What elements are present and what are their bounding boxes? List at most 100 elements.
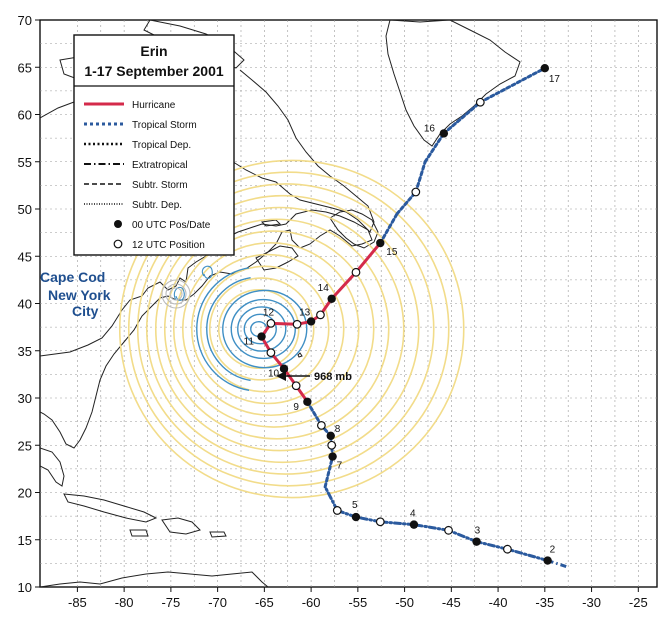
position-12utc: [444, 525, 453, 535]
position-00utc: [257, 332, 266, 341]
lon-tick-label: -70: [208, 595, 227, 610]
lat-tick-label: 20: [18, 486, 32, 501]
track-segment-tropical-storm: [305, 400, 323, 427]
track-segment-tropical-storm: [478, 66, 547, 104]
lon-tick-label: -40: [489, 595, 508, 610]
south-america-coast: [40, 571, 269, 587]
nova-scotia: [255, 245, 299, 271]
position-12utc: [332, 506, 342, 515]
track-segment-tropical: [378, 520, 416, 527]
position-00utc: [472, 537, 481, 546]
position-00utc: [439, 129, 449, 138]
swell-ring-blue: [222, 289, 308, 369]
swell-ring-yellow: [163, 218, 390, 440]
day-label: 4: [410, 509, 416, 520]
position-00utc: [540, 63, 550, 73]
cape-cod-label: Cape Cod: [40, 269, 105, 285]
lon-tick-label: -45: [442, 595, 461, 610]
track-segment-tropical-storm: [378, 212, 399, 245]
day-label: 16: [424, 123, 436, 134]
pressure-annotation: 968 mb: [276, 371, 352, 383]
lat-tick-label: 60: [18, 108, 32, 123]
coastal-swell-marks: [161, 265, 213, 309]
legend-swatch-filled-dot: [114, 220, 122, 228]
lat-tick-label: 25: [18, 438, 32, 453]
swell-rings: [118, 159, 465, 499]
hispaniola: [161, 517, 201, 535]
day-label: 8: [335, 424, 341, 435]
lon-tick-label: -50: [395, 595, 414, 610]
north-america-coast: [40, 209, 373, 357]
position-12utc: [291, 381, 301, 391]
swell-ring-blue: [230, 298, 296, 360]
day-label: 14: [318, 283, 330, 294]
lat-tick-label: 55: [18, 155, 32, 170]
new-york-label-line2: City: [72, 303, 99, 319]
track-segment-hurricane: [330, 270, 358, 301]
day-label: 2: [550, 545, 556, 556]
lat-tick-label: 30: [18, 391, 32, 406]
position-12utc: [327, 440, 337, 450]
newfoundland: [329, 209, 379, 249]
track-segment-hurricane: [354, 241, 382, 274]
track-segment-tropical-storm: [323, 455, 335, 489]
position-00utc: [351, 512, 361, 522]
coastlines: [40, 20, 521, 587]
lat-tick-label: 35: [18, 344, 32, 359]
legend-item-label: Subtr. Storm: [132, 180, 188, 191]
position-12utc: [266, 348, 276, 358]
lon-tick-label: -65: [255, 595, 274, 610]
position-12utc: [351, 267, 361, 277]
lon-tick-label: -35: [535, 595, 554, 610]
latitude-tick-labels: 10 15 20 25 30 35 40 45 50 55 60 65 70: [18, 13, 40, 595]
legend-item-label: Extratropical: [132, 160, 188, 171]
swell-ring-yellow: [118, 159, 465, 499]
position-00utc: [279, 364, 289, 373]
position-00utc: [376, 238, 385, 248]
lat-tick-label: 40: [18, 297, 32, 312]
day-label: 3: [475, 526, 481, 537]
position-12utc: [503, 544, 512, 554]
day-label: 15: [386, 247, 398, 258]
bermuda: [297, 352, 303, 358]
lat-tick-label: 65: [18, 60, 32, 75]
position-00utc: [328, 452, 337, 461]
lat-tick-label: 10: [18, 580, 32, 595]
position-00utc: [409, 520, 419, 529]
lon-tick-label: -25: [629, 595, 648, 610]
florida: [40, 447, 65, 487]
day-label: 12: [263, 307, 275, 318]
lon-tick-label: -60: [302, 595, 321, 610]
track-segment-tropical: [475, 540, 509, 551]
day-label: 7: [337, 461, 343, 472]
cuba: [63, 493, 158, 523]
position-12utc: [316, 310, 325, 320]
track-segment-tropical-storm: [414, 160, 427, 194]
position-12utc: [266, 318, 276, 328]
position-12utc: [316, 421, 326, 430]
legend-swatch-open-dot: [113, 239, 123, 249]
jamaica: [129, 529, 149, 537]
swell-ring-yellow: [217, 289, 300, 370]
position-12utc: [475, 97, 485, 107]
legend: Erin 1-17 September 2001 Hurricane Tropic…: [73, 34, 235, 256]
anticosti-island: [260, 219, 282, 227]
legend-item-label: 00 UTC Pos/Date: [132, 220, 211, 231]
day-label: 10: [268, 369, 280, 380]
lon-tick-label: -55: [348, 595, 367, 610]
lon-tick-label: -75: [161, 595, 180, 610]
lon-tick-label: -80: [115, 595, 134, 610]
day-label: 5: [352, 500, 358, 511]
swell-arc-blue: [196, 267, 250, 391]
swell-ring-yellow: [127, 171, 450, 487]
lat-tick-label: 70: [18, 13, 32, 28]
swell-arc-blue: [206, 276, 251, 382]
position-00utc: [326, 431, 335, 440]
day-label: 13: [299, 307, 311, 318]
lon-tick-label: -85: [68, 595, 87, 610]
swell-ring-blue: [237, 306, 287, 352]
day-label: 9: [293, 402, 299, 413]
pressure-label: 968 mb: [314, 371, 352, 383]
swell-ring-yellow: [208, 277, 315, 381]
